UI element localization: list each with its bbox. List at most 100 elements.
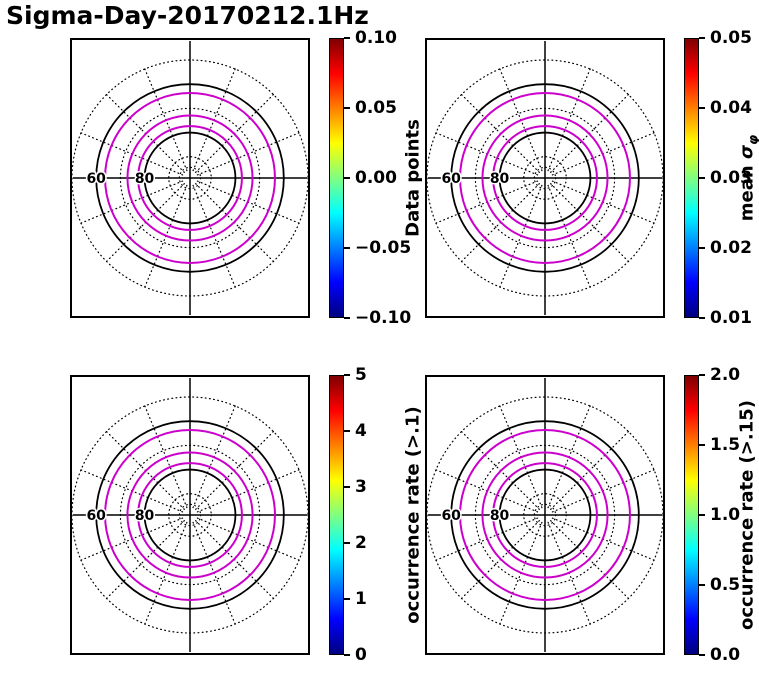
colorbar xyxy=(684,375,699,655)
elevation-label: 60 xyxy=(86,508,106,524)
elevation-label: 60 xyxy=(441,171,461,187)
plot-frame xyxy=(425,38,665,318)
axes-border xyxy=(70,38,310,318)
tick-mark xyxy=(344,373,350,377)
tick-label: 0.01 xyxy=(710,308,752,328)
colorbar xyxy=(684,38,699,318)
elevation-label: 80 xyxy=(490,171,510,187)
tick-mark xyxy=(699,36,705,40)
elevation-labels: 60 80 xyxy=(85,507,156,526)
colorbar-tick: 0 xyxy=(344,645,367,665)
tick-label: 0.04 xyxy=(710,98,752,118)
tick-label: 1.0 xyxy=(710,505,741,525)
tick-mark xyxy=(699,513,705,517)
tick-label: 1 xyxy=(355,589,367,609)
elevation-label: 80 xyxy=(135,508,155,524)
colorbar-tick: 1.0 xyxy=(699,505,740,525)
elevation-label: 80 xyxy=(135,171,155,187)
elevation-label: 60 xyxy=(441,508,461,524)
colorbar-tick: −0.10 xyxy=(344,308,411,328)
magenta-ring xyxy=(492,462,598,568)
tick-label: 0.5 xyxy=(710,575,741,595)
axes-border xyxy=(70,375,310,655)
tick-mark xyxy=(699,443,705,447)
tick-mark xyxy=(699,106,705,110)
colorbar xyxy=(329,375,344,655)
colorbar-tick: 2.0 xyxy=(699,365,740,385)
figure-title: Sigma-Day-20170212.1Hz xyxy=(6,1,369,30)
tick-mark xyxy=(699,176,705,180)
tick-mark xyxy=(344,653,350,657)
magenta-ring xyxy=(481,451,609,579)
colorbar-tick: 0.10 xyxy=(344,28,397,48)
magenta-ring xyxy=(481,114,609,242)
colorbar-tick: 1.5 xyxy=(699,435,740,455)
elevation-labels: 60 80 xyxy=(85,170,156,189)
colorbar-tick: 0.05 xyxy=(699,28,752,48)
tick-mark xyxy=(699,316,705,320)
tick-mark xyxy=(344,36,350,40)
tick-mark xyxy=(699,583,705,587)
tick-mark xyxy=(344,597,350,601)
colorbar-tick: 0.05 xyxy=(344,98,397,118)
colorbar-tick: 3 xyxy=(344,477,367,497)
tick-mark xyxy=(699,373,705,377)
colorbar-tick: 4 xyxy=(344,421,367,441)
elevation-labels: 60 80 xyxy=(440,170,511,189)
magenta-rings xyxy=(459,92,631,264)
colorbar-tick: 0.00 xyxy=(344,168,397,188)
tick-label: 0.02 xyxy=(710,238,752,258)
tick-label: 0.10 xyxy=(355,28,397,48)
axes-border xyxy=(425,38,665,318)
colorbar-tick: 0.04 xyxy=(699,98,752,118)
axes-border xyxy=(425,375,665,655)
colorbar xyxy=(329,38,344,318)
colorbar-tick: 0.02 xyxy=(699,238,752,258)
plot-frame xyxy=(425,375,665,655)
tick-label: 0.03 xyxy=(710,168,752,188)
tick-mark xyxy=(344,541,350,545)
elevation-label: 80 xyxy=(490,508,510,524)
plot-frame xyxy=(70,375,310,655)
tick-label: 1.5 xyxy=(710,435,741,455)
tick-label: −0.10 xyxy=(355,308,412,328)
tick-label: 2 xyxy=(355,533,367,553)
magenta-rings xyxy=(459,429,631,601)
colorbar-tick: 0.01 xyxy=(699,308,752,328)
colorbar-tick: 5 xyxy=(344,365,367,385)
colorbar-tick: 0.03 xyxy=(699,168,752,188)
polar-plot: 60 80 xyxy=(70,375,310,655)
magenta-ring xyxy=(104,92,276,264)
tick-mark xyxy=(344,316,350,320)
tick-mark xyxy=(344,246,350,250)
polar-plot: 60 80 xyxy=(425,375,665,655)
tick-label: 4 xyxy=(355,421,367,441)
elevation-labels: 60 80 xyxy=(440,507,511,526)
tick-label: 0.05 xyxy=(355,98,397,118)
tick-mark xyxy=(699,246,705,250)
tick-label: 0.05 xyxy=(710,28,752,48)
magenta-ring xyxy=(126,114,254,242)
tick-label: 5 xyxy=(355,365,367,385)
magenta-ring xyxy=(126,451,254,579)
tick-label: 2.0 xyxy=(710,365,741,385)
colorbar-tick: −0.05 xyxy=(344,238,411,258)
tick-mark xyxy=(344,176,350,180)
magenta-ring xyxy=(137,462,243,568)
polar-plot: 60 80 xyxy=(425,38,665,318)
tick-label: 0 xyxy=(355,645,367,665)
magenta-rings xyxy=(104,429,276,601)
colorbar-tick: 0.5 xyxy=(699,575,740,595)
magenta-ring xyxy=(459,92,631,264)
tick-mark xyxy=(699,653,705,657)
magenta-ring xyxy=(104,429,276,601)
tick-mark xyxy=(344,106,350,110)
tick-label: 0.0 xyxy=(710,645,741,665)
colorbar-tick: 0.0 xyxy=(699,645,740,665)
tick-label: 0.00 xyxy=(355,168,397,188)
